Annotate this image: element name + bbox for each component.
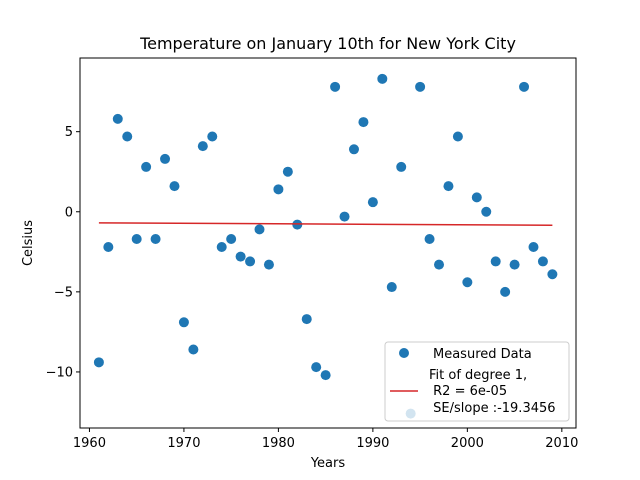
- data-point: [197, 141, 208, 152]
- data-point: [282, 166, 293, 177]
- data-point: [122, 131, 133, 142]
- data-point: [528, 242, 539, 252]
- data-point: [254, 224, 265, 235]
- data-point: [141, 161, 152, 172]
- data-point: [235, 251, 246, 262]
- data-point: [367, 197, 378, 208]
- x-axis-ticks: 1960 1970 1980 1990 2000 2010: [73, 428, 578, 451]
- data-point: [301, 314, 312, 325]
- legend-label-fit-line-1: Fit of degree 1,: [429, 368, 527, 383]
- y-axis-label: Celsius: [21, 220, 36, 266]
- data-point: [160, 153, 171, 164]
- data-point: [471, 192, 482, 203]
- data-point: [311, 362, 322, 373]
- fit-line: [98, 222, 553, 226]
- x-tick-label: 1960: [73, 436, 106, 451]
- y-tick-label: −5: [54, 285, 73, 300]
- data-point: [537, 256, 548, 267]
- x-tick-label: 2010: [545, 436, 578, 451]
- data-point: [509, 259, 520, 270]
- data-point: [93, 357, 104, 368]
- data-point: [169, 181, 180, 192]
- fit-line-group: [98, 222, 553, 226]
- data-point: [490, 256, 501, 267]
- x-tick-label: 1970: [167, 436, 200, 451]
- data-points: [93, 73, 558, 419]
- data-point: [547, 269, 558, 280]
- data-point: [245, 256, 256, 267]
- x-tick-label: 2000: [451, 436, 484, 451]
- data-point: [500, 286, 511, 297]
- legend: Measured Data Fit of degree 1, R2 = 6e-0…: [384, 341, 570, 422]
- data-point: [348, 144, 359, 155]
- data-point: [386, 282, 397, 293]
- chart-title: Temperature on January 10th for New York…: [139, 34, 516, 53]
- plot-frame: [79, 57, 577, 429]
- legend-label-fit-line-3: SE/slope :-19.3456: [429, 401, 556, 416]
- data-point: [273, 184, 284, 195]
- data-point: [481, 206, 492, 217]
- data-point: [377, 73, 388, 84]
- legend-box: [384, 341, 570, 422]
- x-tick-label: 1990: [356, 436, 389, 451]
- data-point: [188, 344, 199, 355]
- y-tick-label: 0: [65, 205, 73, 220]
- data-point: [207, 131, 218, 142]
- data-point: [216, 242, 227, 252]
- data-point: [358, 117, 369, 128]
- data-point: [424, 234, 435, 244]
- data-point: [131, 234, 142, 244]
- y-axis-ticks: 5 0 −5 −10: [46, 125, 80, 380]
- data-point: [519, 81, 530, 92]
- data-point: [396, 161, 407, 172]
- data-point: [263, 259, 274, 270]
- data-point: [178, 317, 189, 328]
- x-tick-label: 1980: [262, 436, 295, 451]
- data-point: [415, 81, 426, 92]
- data-point: [452, 131, 463, 142]
- data-point: [462, 277, 473, 288]
- data-point: [339, 211, 350, 222]
- data-point: [112, 113, 123, 124]
- data-point: [443, 181, 454, 192]
- legend-marker-measured: [399, 348, 409, 358]
- data-point: [434, 259, 445, 270]
- data-point: [103, 242, 114, 252]
- y-tick-label: 5: [65, 125, 73, 140]
- y-tick-label: −10: [46, 365, 73, 380]
- x-axis-label: Years: [310, 456, 346, 471]
- data-point: [150, 234, 161, 244]
- legend-label-fit-line-2: R2 = 6e-05: [429, 384, 507, 399]
- data-point: [320, 370, 331, 381]
- data-point: [330, 81, 341, 92]
- data-point: [226, 234, 237, 244]
- legend-label-measured: Measured Data: [433, 347, 532, 362]
